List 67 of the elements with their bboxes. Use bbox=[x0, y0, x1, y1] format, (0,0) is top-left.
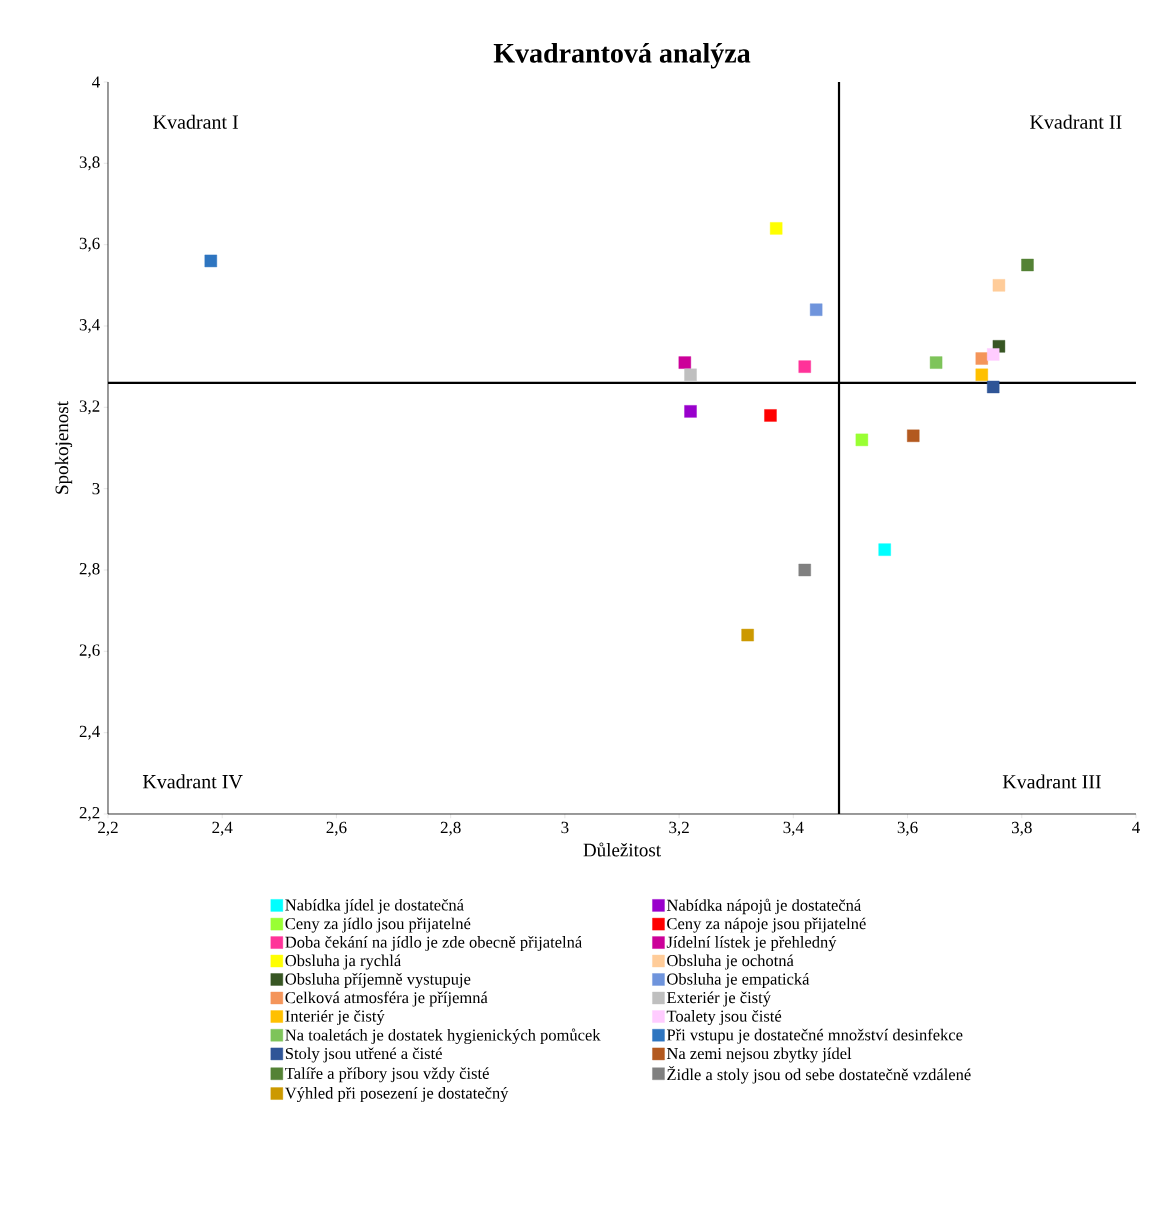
legend-label: Jídelní lístek je přehledný bbox=[666, 936, 837, 952]
legend-label: Výhled při posezení je dostatečný bbox=[285, 1087, 509, 1103]
legend-label: Talíře a příbory jsou vždy čisté bbox=[285, 1067, 489, 1083]
y-tick-label: 2,4 bbox=[79, 725, 100, 740]
legend-label: Obsluha ja rychlá bbox=[285, 954, 401, 970]
point bbox=[975, 368, 988, 381]
legend-label: Obsluha je empatická bbox=[667, 973, 810, 988]
point bbox=[907, 429, 920, 442]
y-tick-label: 2,2 bbox=[79, 807, 100, 821]
point bbox=[987, 380, 1000, 394]
x-tick-label: 3,6 bbox=[897, 821, 918, 836]
x-tick-label: 2,8 bbox=[440, 821, 461, 836]
x-tick-label: 3,2 bbox=[669, 821, 689, 836]
point bbox=[929, 356, 943, 369]
x-tick-label: 2,4 bbox=[212, 821, 233, 836]
annotation: Kvadrant I bbox=[153, 114, 238, 129]
y-tick-label: 4 bbox=[92, 76, 100, 88]
y-tick-label: 2,6 bbox=[79, 644, 100, 659]
legend-label: Na toaletách je dostatek hygienických pomůcek bbox=[285, 1028, 601, 1045]
x-tick-label: 3 bbox=[561, 821, 569, 834]
y-axis-title: Spokojenost bbox=[54, 401, 73, 494]
x-tick-label: 4 bbox=[1132, 821, 1140, 833]
point bbox=[855, 433, 869, 447]
y-tick-label: 2,8 bbox=[79, 563, 100, 577]
annotation: Kvadrant II bbox=[1030, 114, 1122, 129]
point bbox=[992, 279, 1006, 292]
legend-label: Interiér je čistý bbox=[285, 1010, 385, 1026]
legend-label: Na zemi nejsou zbytky jídel bbox=[666, 1047, 852, 1063]
y-tick-label: 3,6 bbox=[79, 237, 100, 252]
point bbox=[678, 356, 692, 369]
point bbox=[798, 360, 811, 373]
point bbox=[1021, 258, 1034, 272]
annotation: Kvadrant IV bbox=[142, 774, 243, 789]
point bbox=[684, 368, 697, 381]
point bbox=[764, 409, 777, 422]
legend-label: Obsluha příjemně vystupuje bbox=[285, 973, 471, 989]
point bbox=[769, 222, 783, 235]
legend-label: Obsluha je ochotná bbox=[667, 954, 794, 970]
legend-label: Doba čekání na jídlo je zde obecně přijatelná bbox=[285, 936, 582, 952]
annotation: Kvadrant III bbox=[1002, 774, 1101, 789]
legend-label: Stoly jsou utřené a čisté bbox=[285, 1047, 442, 1063]
point bbox=[987, 348, 1000, 361]
y-tick-label: 3,2 bbox=[79, 400, 100, 415]
point bbox=[741, 628, 754, 642]
y-tick-label: 3,4 bbox=[79, 319, 100, 333]
legend-label: Nabídka jídel je dostatečná bbox=[285, 898, 464, 914]
x-tick-label: 2,6 bbox=[326, 821, 347, 836]
point bbox=[204, 254, 217, 268]
point bbox=[684, 405, 697, 418]
point bbox=[975, 352, 988, 365]
legend-label: Při vstupu je dostatečné množství desinfekce bbox=[666, 1028, 963, 1044]
legend-label: Ceny za nápoje jsou přijatelné bbox=[667, 917, 866, 933]
legend-label: Exteriér je čistý bbox=[666, 991, 771, 1007]
legend-label: Celková atmosféra je příjemná bbox=[285, 991, 488, 1007]
legend-label: Ceny za jídlo jsou přijatelné bbox=[285, 917, 471, 933]
x-tick-label: 3,4 bbox=[783, 821, 804, 836]
legend-label: Židle a stoly jsou od sebe dostatečně vzdálené bbox=[667, 1065, 971, 1084]
legend-label: Toalety jsou čisté bbox=[666, 1010, 782, 1026]
point bbox=[798, 563, 811, 577]
point bbox=[878, 543, 891, 556]
x-axis-title: Důležitost bbox=[583, 842, 661, 857]
legend-label: Nabídka nápojů je dostatečná bbox=[666, 898, 861, 915]
y-tick-label: 3,8 bbox=[79, 156, 100, 171]
x-tick-label: 3,8 bbox=[1011, 821, 1032, 836]
chart-title: Kvadrantová analýza bbox=[493, 42, 751, 69]
y-tick-label: 3 bbox=[92, 482, 100, 495]
point bbox=[809, 303, 823, 316]
